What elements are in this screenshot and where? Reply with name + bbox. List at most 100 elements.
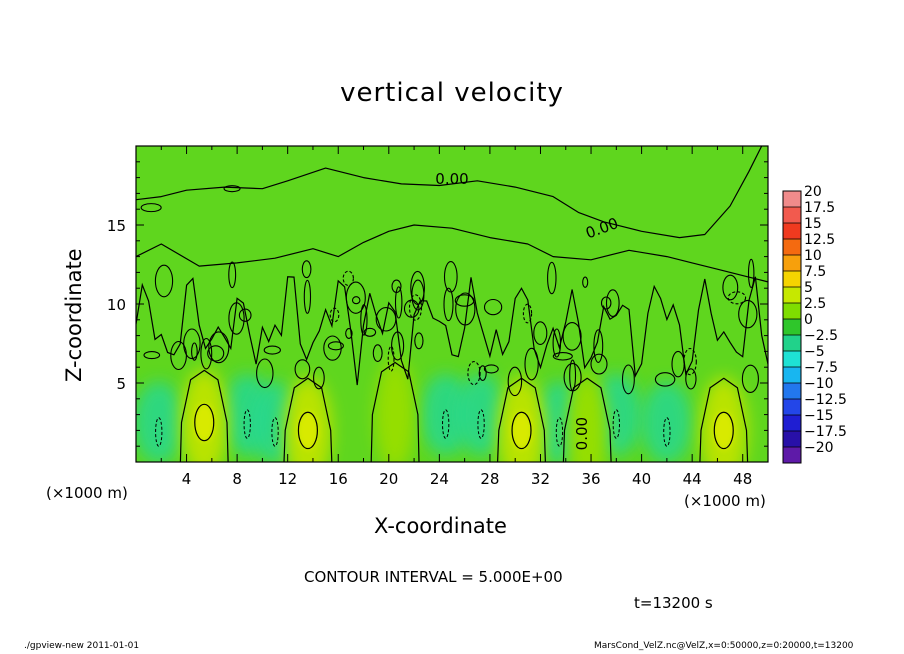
colorbar-cell [783,447,801,464]
updraft-core [194,403,215,442]
contour-line-negative [477,409,485,439]
contour-line-negative [555,417,564,447]
contour-eddy [263,345,281,355]
footer-left-text: ./gpview-new 2011-01-01 [24,641,140,651]
colorbar-cell [783,431,801,448]
contour-line-0 [562,377,612,462]
contour-eddy [391,331,405,361]
contour-line-5 [511,411,532,450]
contour-line-0 [179,369,229,462]
x-tick-label: 28 [480,470,499,488]
colorbar-label: −7.5 [804,360,838,376]
contour-eddy [207,345,225,362]
contour-line-0 [370,361,420,462]
colorbar-cell [783,335,801,352]
contour-eddy [552,352,573,361]
colorbar-label: 15 [804,216,822,232]
contour-eddy [403,299,420,318]
contour-eddy [313,366,325,390]
colorbar: 2017.51512.5107.552.50−2.5−5−7.5−10−12.5… [782,184,847,464]
contour-eddy [191,342,198,361]
contour-eddy [228,302,245,335]
contour-eddy [360,304,368,336]
contour-eddy [391,279,402,294]
contour-eddy [154,264,174,298]
contour-eddy [345,281,366,314]
contour-line-0 [136,276,768,386]
contour-eddy [294,359,311,380]
y-tick-label: 5 [116,375,126,393]
contour-line-0 [283,377,333,462]
contour-eddy [600,296,612,310]
x-tick-label: 44 [683,470,702,488]
contour-eddy [351,296,361,305]
contour-eddy [483,298,503,316]
contour-eddy [228,261,237,289]
contour-line-0 [136,146,763,239]
downdraft-region [455,373,507,456]
colorbar-label: 2.5 [804,296,826,312]
colorbar-label: 5 [804,280,813,296]
colorbar-cell [783,383,801,400]
contour-eddy [303,279,312,314]
colorbar-cell [783,367,801,384]
colorbar-cell [783,271,801,288]
x-tick-label: 8 [232,470,242,488]
contour-eddy [507,366,523,397]
contour-eddy [478,365,487,381]
contour-eddy [414,332,424,350]
contour-line-5 [713,411,734,450]
updraft-region [567,373,608,462]
colorbar-cell [783,287,801,304]
contour-eddy [727,291,747,305]
contour-eddy [738,299,758,329]
contour-eddy [443,287,454,322]
contour-eddy [443,261,458,293]
contour-eddy [671,350,685,378]
contour-eddy [143,351,161,360]
contour-eddy [522,303,533,324]
contour-line-5 [194,403,215,442]
contour-line-negative [271,417,279,447]
x-unit-label-left: (×1000 m) [46,484,128,502]
contour-line-negative [442,409,450,439]
updraft-core [511,411,532,450]
contour-eddy [593,329,604,363]
contour-eddy [342,270,354,286]
x-tick-label: 48 [733,470,752,488]
time-text: t=13200 s [634,594,713,612]
contour-eddy [747,258,755,289]
x-tick-label: 40 [632,470,651,488]
contour-eddy [467,361,481,386]
contour-line-0 [699,377,749,462]
colorbar-label: −20 [804,440,834,456]
chart-title: vertical velocity [340,78,564,108]
contour-eddy [301,260,312,279]
contour-eddy [547,261,557,295]
colorbar-label: 17.5 [804,200,835,216]
contour-eddy [223,185,241,193]
contour-eddy [256,358,274,389]
contour-interval-text: CONTOUR INTERVAL = 5.000E+00 [304,568,563,586]
y-tick-label: 10 [107,296,126,314]
contour-eddy [569,359,577,392]
colorbar-label: 7.5 [804,264,826,280]
x-tick-label: 24 [430,470,449,488]
contour-eddy [375,307,397,332]
colorbar-label: 10 [804,248,822,264]
contour-label: 0.00 [573,417,591,450]
downdraft-region [420,373,471,456]
contour-eddy [562,322,582,351]
downdraft-region [136,381,185,462]
contour-eddy [394,286,403,319]
colorbar-label: −17.5 [804,424,847,440]
contour-eddy [327,341,344,351]
colorbar-cell [783,415,801,432]
contour-eddy [387,345,395,372]
colorbar-label: −15 [804,408,834,424]
colorbar-cell [783,207,801,224]
contour-eddy [345,328,353,339]
contour-eddy [208,331,230,364]
colorbar-cell [783,191,801,208]
